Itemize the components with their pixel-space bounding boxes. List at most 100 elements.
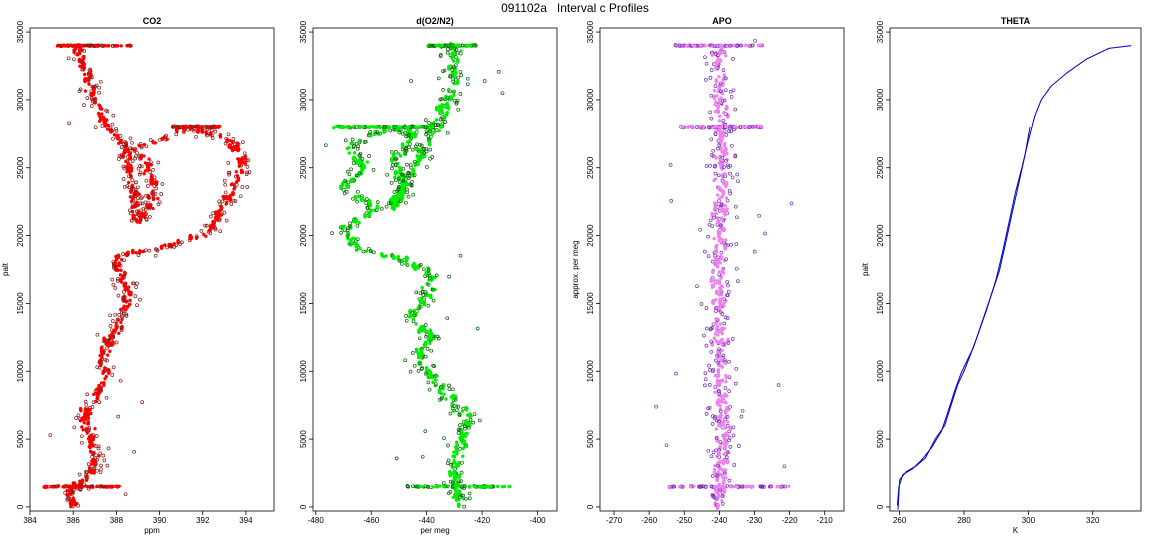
- co2-point: [63, 490, 67, 495]
- co2-point: [220, 199, 225, 204]
- co2-point: [99, 463, 103, 468]
- co2-point: [231, 198, 236, 203]
- co2-point: [138, 297, 142, 302]
- co2-point: [84, 478, 89, 483]
- co2-point: [102, 383, 106, 388]
- co2-point: [176, 238, 180, 243]
- co2-point: [211, 211, 216, 216]
- co2-point: [95, 387, 99, 391]
- co2-point: [188, 233, 193, 238]
- co2-point: [222, 210, 227, 215]
- co2-point: [113, 260, 118, 264]
- co2-point: [114, 254, 118, 259]
- theta-marks: [896, 45, 1132, 510]
- co2-point: [121, 252, 125, 256]
- co2-point: [153, 247, 158, 251]
- co2-point: [115, 276, 120, 281]
- co2-point: [117, 313, 121, 317]
- co2-point: [119, 280, 124, 284]
- co2-point: [121, 295, 125, 300]
- co2-point: [83, 407, 88, 411]
- co2-point: [110, 332, 114, 336]
- co2-point: [100, 345, 104, 349]
- co2-point: [99, 388, 104, 393]
- co2-point: [100, 351, 105, 356]
- co2-point: [126, 285, 131, 289]
- co2-point: [122, 304, 127, 308]
- co2-point: [118, 378, 123, 383]
- theta-plot-frame: [889, 27, 1142, 512]
- co2-point: [92, 450, 96, 455]
- co2-point: [122, 275, 127, 279]
- co2-point: [97, 392, 101, 396]
- co2-point: [199, 229, 204, 233]
- theta-x-axis-label: K: [1013, 526, 1019, 535]
- co2-point: [105, 353, 110, 357]
- co2-point: [113, 312, 118, 317]
- theta-y-tick-label: 25000: [876, 156, 885, 179]
- co2-point: [118, 307, 123, 312]
- co2-point: [122, 290, 126, 294]
- figure-title: 091102a Interval c Profiles: [501, 1, 649, 15]
- co2-point: [99, 467, 103, 472]
- co2-point: [94, 434, 99, 438]
- theta-x-tick-label: 260: [893, 516, 907, 525]
- co2-point: [80, 425, 84, 429]
- theta-y-tick-label: 5000: [876, 430, 885, 448]
- co2-point: [194, 234, 199, 239]
- co2-point: [114, 321, 118, 325]
- theta-y-tick-label: 20000: [876, 224, 885, 247]
- co2-point: [122, 258, 126, 263]
- co2-point: [118, 273, 123, 277]
- co2-point: [95, 365, 100, 369]
- co2-point: [83, 473, 88, 478]
- co2-point: [85, 428, 89, 433]
- co2-point: [201, 232, 206, 237]
- co2-point: [113, 264, 118, 269]
- co2-point: [223, 182, 228, 187]
- co2-point: [224, 218, 229, 223]
- theta-y-axis-label: palt: [861, 262, 870, 276]
- co2-point: [131, 248, 135, 253]
- co2-point: [117, 261, 121, 265]
- co2-point: [92, 443, 96, 448]
- co2-point: [133, 294, 138, 298]
- co2-point: [233, 199, 238, 203]
- co2-point: [77, 472, 82, 477]
- co2-point: [168, 243, 173, 247]
- co2-point: [72, 425, 77, 430]
- theta-plot: THETA 260 280 300 320 0 5000 10000 15000 20000 250…: [861, 16, 1142, 535]
- co2-point: [110, 373, 115, 377]
- co2-point: [78, 406, 83, 411]
- theta-y-tick-label: 0: [876, 504, 885, 509]
- co2-point: [111, 335, 116, 339]
- co2-point: [114, 340, 119, 345]
- co2-point: [119, 320, 123, 325]
- co2-point: [131, 281, 136, 286]
- co2-point: [96, 446, 101, 451]
- co2-point: [232, 187, 236, 191]
- co2-point: [93, 426, 97, 431]
- co2-point: [88, 407, 92, 412]
- co2-point: [122, 270, 127, 275]
- co2-point: [111, 329, 116, 333]
- co2-point: [120, 314, 125, 319]
- co2-point: [106, 344, 111, 348]
- co2-point: [228, 196, 233, 200]
- co2-point: [203, 223, 207, 228]
- co2-point: [80, 440, 84, 445]
- co2-point: [238, 194, 243, 199]
- theta-y-tick-label: 10000: [876, 360, 885, 383]
- co2-point: [204, 234, 208, 239]
- theta-y-tick-label: 30000: [876, 88, 885, 111]
- co2-point: [127, 302, 132, 307]
- co2-point: [223, 190, 228, 195]
- co2-point: [224, 200, 229, 205]
- co2-point: [128, 298, 132, 303]
- co2-point: [214, 216, 218, 220]
- co2-point: [89, 462, 94, 466]
- co2-point: [97, 383, 101, 388]
- co2-point: [110, 319, 115, 323]
- co2-point: [92, 392, 96, 397]
